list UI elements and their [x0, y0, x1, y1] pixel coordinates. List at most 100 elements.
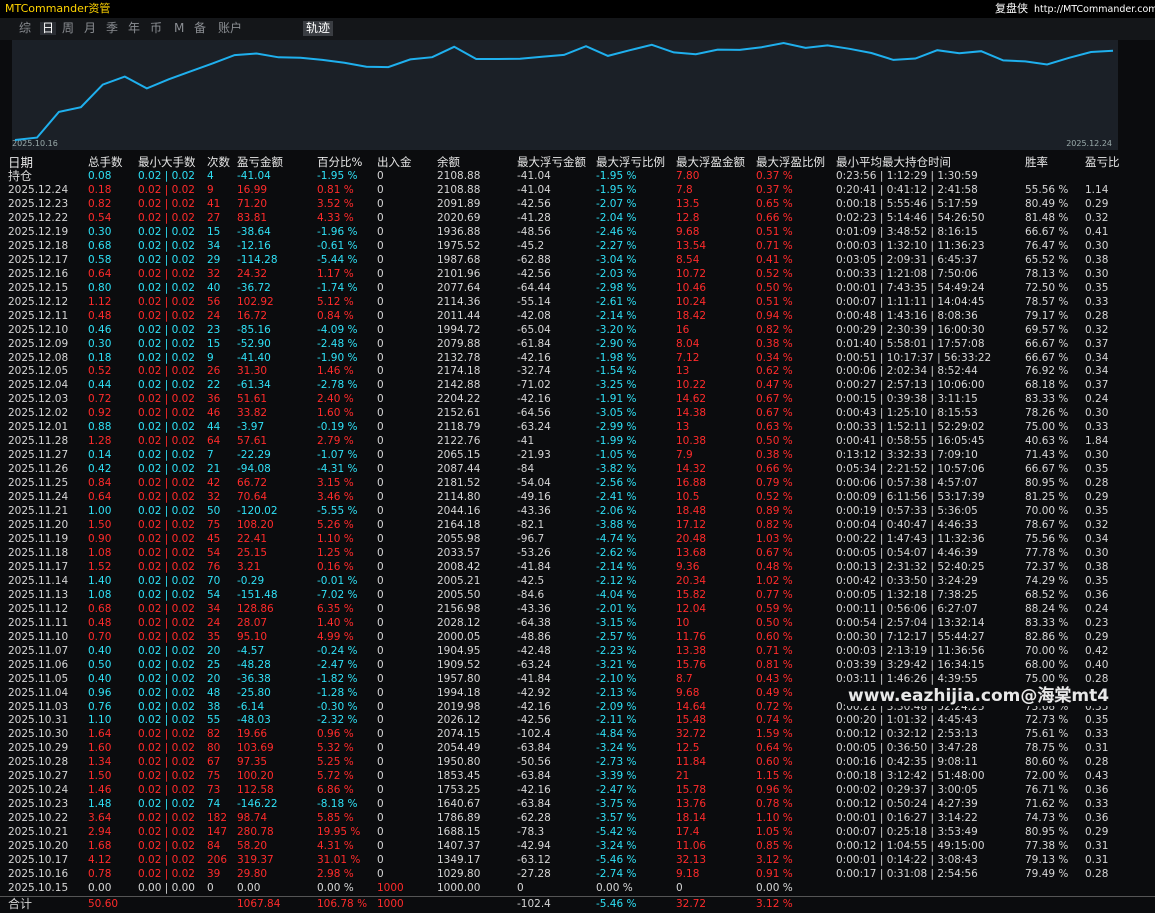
- cell: -2.74 %: [596, 868, 637, 881]
- cell: 1957.80: [437, 672, 481, 685]
- cell: 102.92: [237, 295, 274, 308]
- cell: 0.66 %: [756, 463, 793, 476]
- cell: 0: [377, 393, 384, 406]
- row-label: 2025.11.04: [8, 686, 69, 699]
- column-header: 百分比%: [317, 155, 363, 169]
- cell: -2.73 %: [596, 756, 637, 769]
- column-header: 最大浮亏金额: [517, 155, 586, 169]
- cell: 0.34: [1085, 351, 1109, 364]
- url[interactable]: http://MTCommander.com: [1034, 4, 1155, 15]
- column-header: 最小大手数: [138, 155, 196, 169]
- cell: 0.30: [1085, 407, 1109, 420]
- cell: 0.41: [1085, 225, 1109, 238]
- cell: -3.82 %: [596, 463, 637, 476]
- cell: 0.02 | 0.02: [138, 225, 195, 238]
- tab[interactable]: 月: [84, 21, 97, 35]
- cell: -49.16: [517, 491, 551, 504]
- cell: 0.40: [88, 644, 112, 657]
- row-label: 2025.10.15: [8, 882, 69, 894]
- cell: 0.02 | 0.02: [138, 770, 195, 783]
- cell: 0.81 %: [756, 658, 793, 671]
- row-label: 2025.11.06: [8, 658, 69, 671]
- cell: 3.46 %: [317, 491, 354, 504]
- row-label: 2025.10.30: [8, 728, 69, 741]
- row-label: 合计: [8, 897, 33, 911]
- cell: -48.56: [517, 225, 551, 238]
- cell: 0.02 | 0.02: [138, 672, 195, 685]
- cell: 0.64: [88, 491, 112, 504]
- cell: 1.40 %: [317, 616, 354, 629]
- row-label: 2025.12.16: [8, 267, 69, 280]
- row-label: 2025.10.29: [8, 742, 69, 755]
- cell: 0: [377, 379, 384, 392]
- cell: 0.36: [1085, 588, 1109, 601]
- cell: 0.02 | 0.02: [138, 365, 195, 378]
- cell: 0.37: [1085, 379, 1109, 392]
- cell: 0.42: [88, 463, 112, 476]
- tab[interactable]: 周: [62, 21, 75, 35]
- cell: 0.34 %: [756, 351, 793, 364]
- cell: 1994.72: [437, 323, 481, 336]
- cell: -1.90 %: [317, 351, 358, 364]
- cell: 1786.89: [437, 812, 481, 825]
- row-label: 2025.11.10: [8, 630, 69, 643]
- cell: -2.56 %: [596, 477, 637, 490]
- right-label[interactable]: 复盘侠: [995, 2, 1028, 15]
- cell: 0:00:07 | 0:25:18 | 3:53:49: [836, 826, 978, 839]
- cell: 0.23: [1085, 616, 1109, 629]
- tab[interactable]: M: [174, 21, 185, 35]
- cell: 0: [377, 826, 384, 839]
- cell: -2.14 %: [596, 309, 637, 322]
- cell: 1936.88: [437, 225, 481, 238]
- cell: 0:00:06 | 0:57:38 | 4:57:07: [836, 477, 978, 490]
- cell: -65.04: [517, 323, 551, 336]
- cell: -42.16: [517, 784, 551, 797]
- cell: 0.02 | 0.02: [138, 197, 195, 210]
- cell: -1.54 %: [596, 365, 637, 378]
- cell: 21: [207, 463, 221, 476]
- tab[interactable]: 备: [194, 21, 207, 35]
- row-label: 2025.12.18: [8, 239, 69, 252]
- tab[interactable]: 季: [106, 21, 119, 35]
- cell: 0.02 | 0.02: [138, 295, 195, 308]
- cell: 0:01:40 | 5:58:01 | 17:57:08: [836, 337, 985, 350]
- cell: 0.02 | 0.02: [138, 560, 195, 573]
- cell: 0.00: [237, 882, 261, 894]
- tab[interactable]: 日: [40, 21, 57, 35]
- tab[interactable]: 综: [19, 21, 32, 35]
- cell: 0.42: [1085, 644, 1109, 657]
- tab[interactable]: 账户: [218, 21, 243, 35]
- row-label: 2025.12.23: [8, 197, 69, 210]
- cell: 0:00:54 | 2:57:04 | 13:32:14: [836, 616, 985, 629]
- cell: 0:00:12 | 1:04:55 | 49:15:00: [836, 840, 985, 853]
- cell: 0.66 %: [756, 211, 793, 224]
- brand: MTCommander资管: [5, 2, 111, 15]
- cell: 0.18: [88, 184, 112, 196]
- cell: 0.58: [88, 253, 112, 266]
- cell: -41.84: [517, 672, 551, 685]
- cell: -5.55 %: [317, 505, 358, 518]
- cell: -4.74 %: [596, 533, 637, 545]
- cell: 0.68: [88, 239, 112, 252]
- cell: 27: [207, 211, 221, 224]
- cell: -2.07 %: [596, 197, 637, 210]
- tab[interactable]: 币: [150, 21, 163, 35]
- cell: 65.52 %: [1025, 253, 1069, 266]
- cell: 0:00:22 | 1:47:43 | 11:32:36: [836, 533, 985, 545]
- cell: 2.98 %: [317, 868, 354, 881]
- cell: -151.48: [237, 588, 278, 601]
- cell: -71.02: [517, 379, 551, 392]
- cell: 0:00:03 | 1:32:10 | 11:36:23: [836, 239, 985, 252]
- cell: 58.20: [237, 840, 268, 853]
- cell: -2.06 %: [596, 505, 637, 518]
- cell: 0.50: [88, 658, 112, 671]
- cell: 0:03:39 | 3:29:42 | 16:34:15: [836, 658, 985, 671]
- cell: 0:00:33 | 1:52:11 | 52:29:02: [836, 421, 985, 434]
- track-button[interactable]: 轨迹: [303, 21, 334, 36]
- tab[interactable]: 年: [128, 21, 141, 35]
- cell: -42.16: [517, 351, 551, 364]
- cell: 2054.49: [437, 742, 481, 755]
- cell: 0:00:02 | 0:29:37 | 3:00:05: [836, 784, 978, 797]
- cell: 16: [676, 323, 690, 336]
- cell: -102.4: [517, 898, 551, 910]
